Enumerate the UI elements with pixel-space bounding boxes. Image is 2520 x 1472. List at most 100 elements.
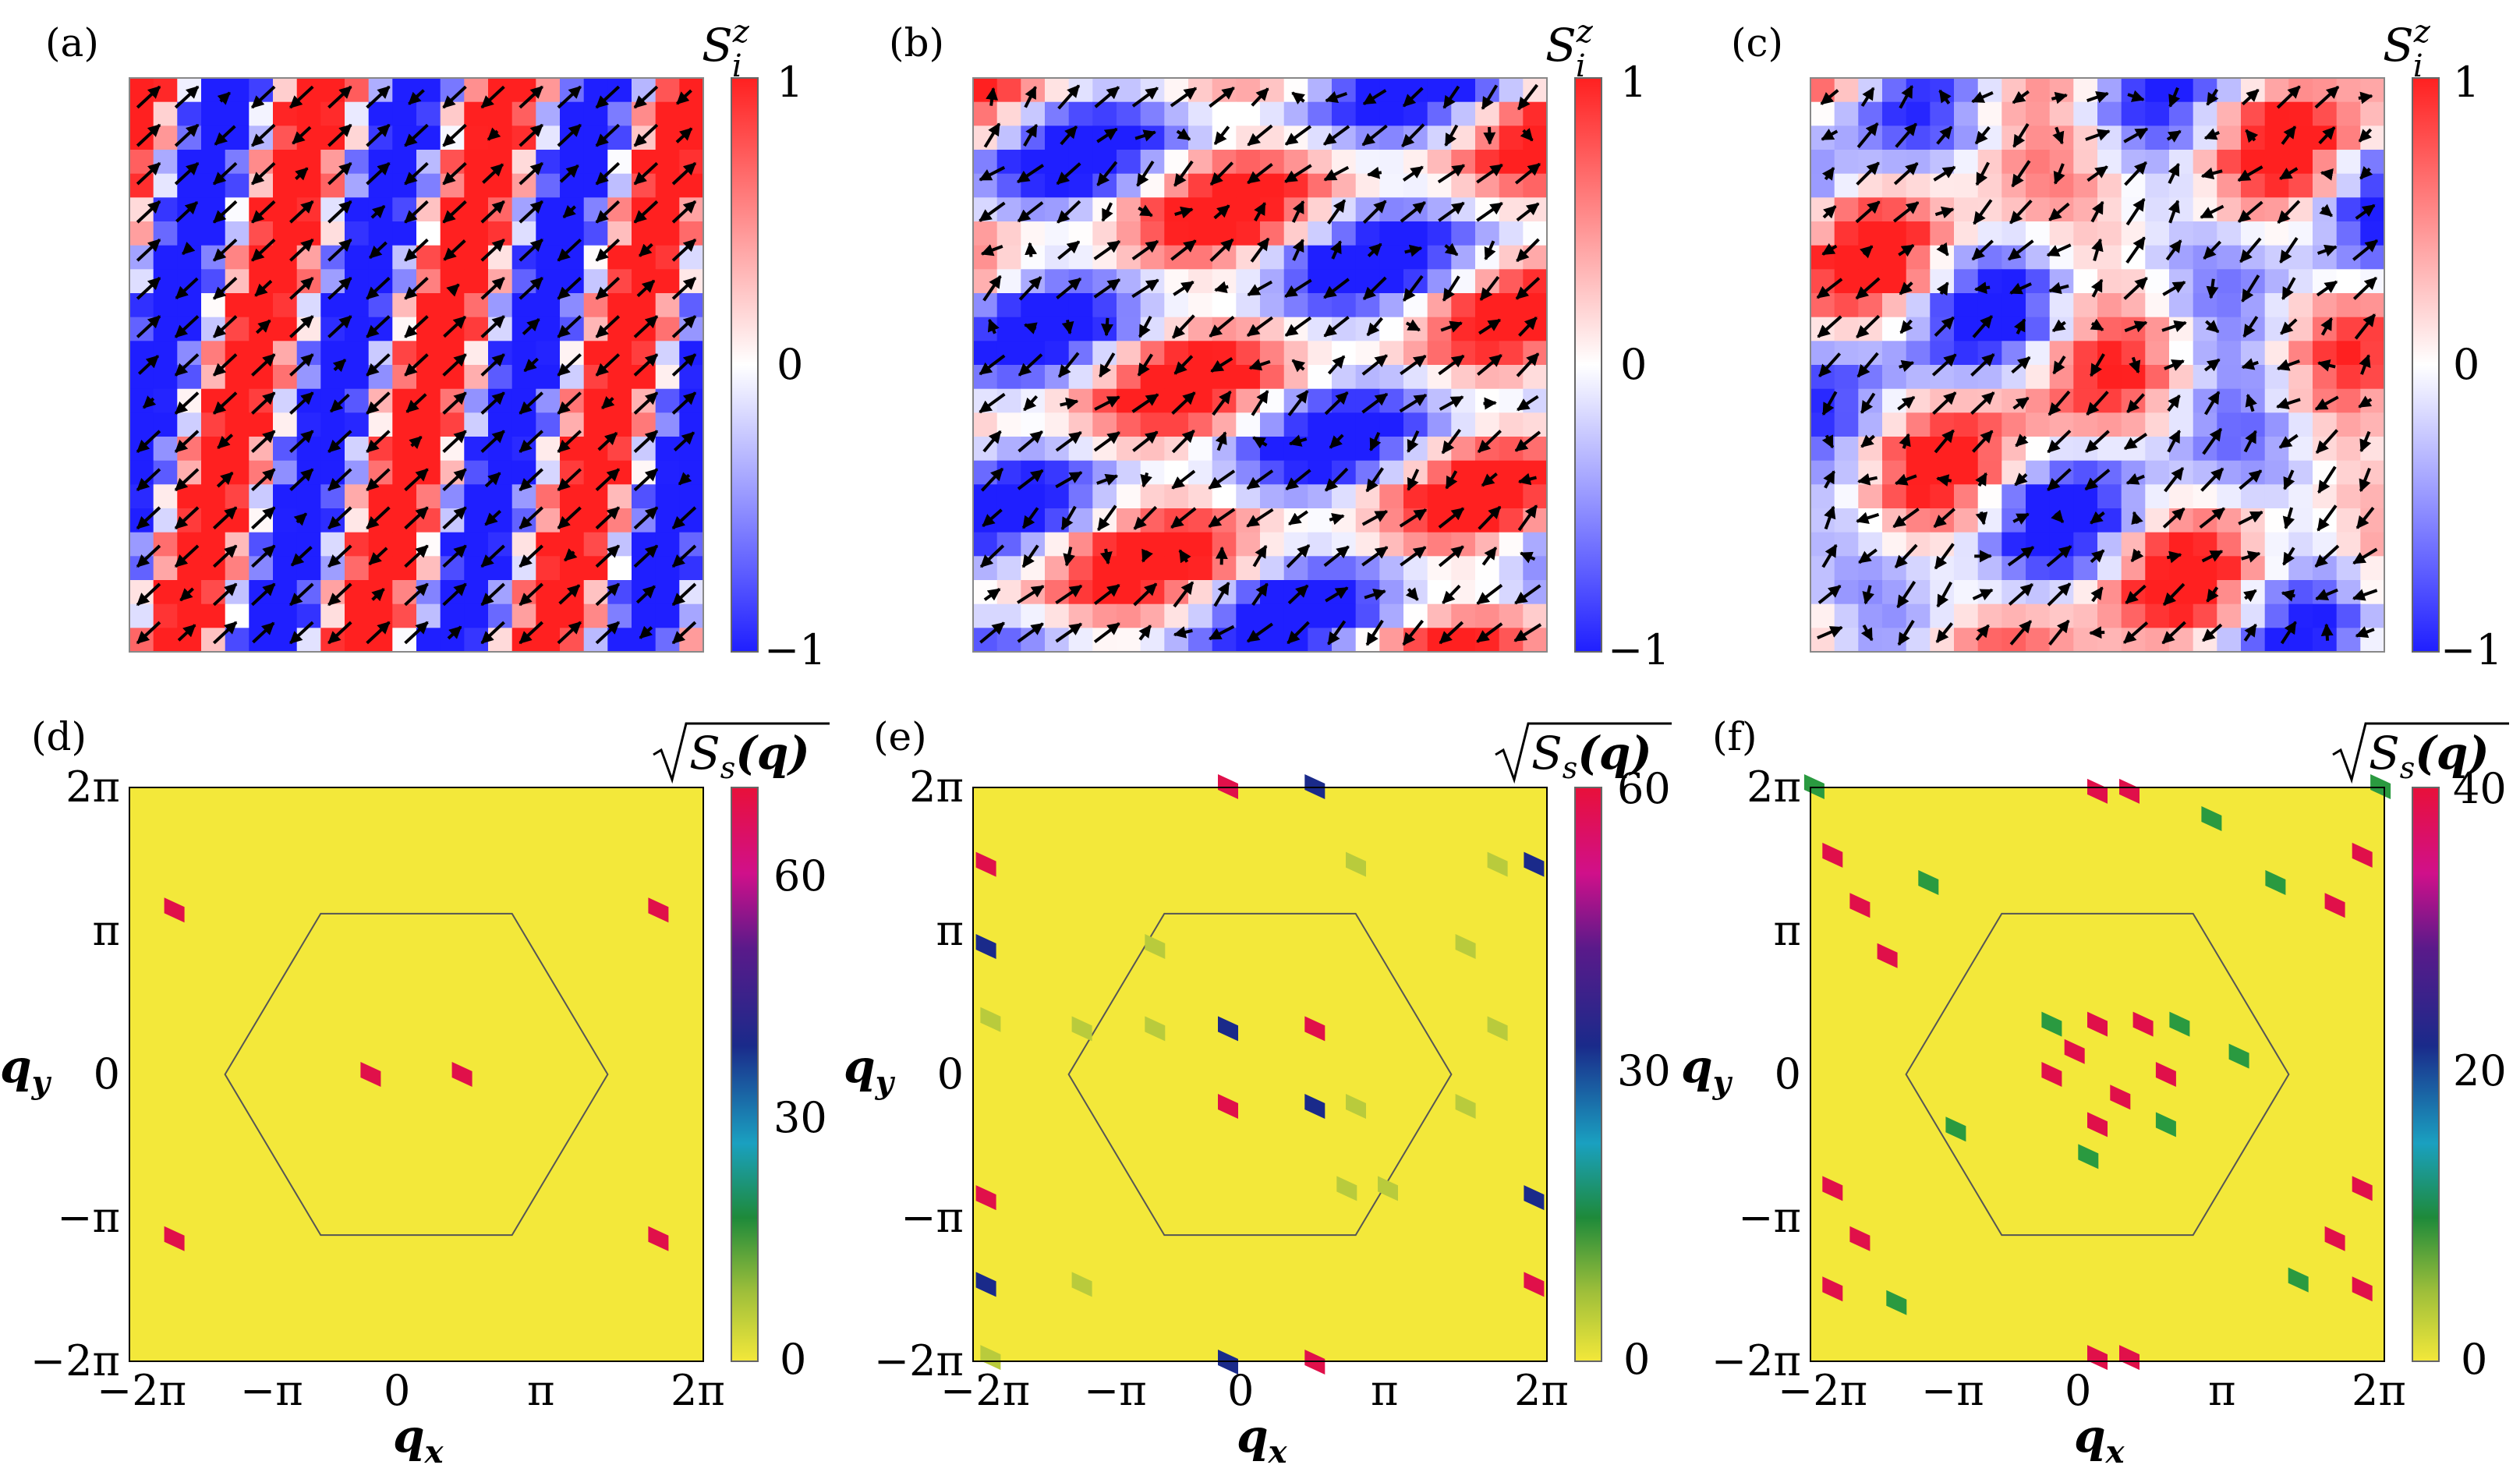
spin-cell bbox=[2026, 532, 2051, 557]
spin-cell bbox=[1451, 293, 1476, 318]
spin-arrow bbox=[1094, 86, 1120, 108]
spin-cell bbox=[1355, 78, 1380, 103]
spin-cell bbox=[249, 580, 274, 605]
spin-cell bbox=[1308, 341, 1333, 366]
spin-cell bbox=[2288, 628, 2313, 653]
spin-cell bbox=[2360, 341, 2385, 366]
spin-cell bbox=[1260, 173, 1285, 198]
spin-cell bbox=[1283, 412, 1308, 437]
spin-cell bbox=[1930, 78, 1955, 103]
spin-cell bbox=[2121, 580, 2146, 605]
spin-cell bbox=[2121, 388, 2146, 413]
colorbar bbox=[731, 77, 759, 653]
spin-cell bbox=[1117, 269, 1141, 294]
spin-arrow bbox=[1060, 125, 1078, 146]
spin-cell bbox=[296, 365, 321, 390]
spin-arrow bbox=[329, 393, 350, 413]
spin-cell bbox=[2073, 412, 2098, 437]
spin-cell bbox=[2097, 412, 2122, 437]
spin-arrow bbox=[1402, 274, 1424, 302]
spin-arrow bbox=[289, 621, 314, 645]
spin-arrow bbox=[519, 468, 543, 492]
spin-cell bbox=[583, 437, 608, 462]
spin-cell bbox=[632, 341, 657, 366]
x-axis-label: qx bbox=[393, 1410, 444, 1470]
spin-arrow bbox=[1483, 126, 1496, 145]
spin-arrow bbox=[214, 125, 236, 146]
spin-cell bbox=[1810, 484, 1835, 509]
spin-cell bbox=[996, 293, 1021, 318]
spin-cell bbox=[536, 556, 561, 581]
spin-cell bbox=[416, 484, 441, 509]
spin-cell bbox=[1117, 341, 1141, 366]
spin-arrow bbox=[369, 241, 388, 260]
spin-cell bbox=[416, 78, 441, 103]
spin-arrow bbox=[671, 277, 697, 300]
spin-arrow bbox=[251, 238, 276, 262]
spin-cell bbox=[655, 221, 680, 246]
spin-arrow bbox=[404, 506, 429, 530]
spin-cell bbox=[511, 269, 536, 294]
spin-cell bbox=[2217, 556, 2242, 581]
spin-arrow bbox=[212, 582, 238, 607]
spin-arrow bbox=[447, 625, 462, 640]
panel-label: (b) bbox=[889, 20, 944, 65]
spin-cell bbox=[536, 317, 561, 341]
spin-cell bbox=[225, 437, 250, 462]
spin-cell bbox=[2217, 78, 2242, 103]
spin-arrow bbox=[1402, 619, 1425, 646]
spin-cell bbox=[632, 245, 657, 270]
spin-cell bbox=[1523, 341, 1548, 366]
spin-cell bbox=[1810, 603, 1835, 628]
spin-cell bbox=[511, 221, 536, 246]
spin-cell bbox=[1212, 317, 1237, 341]
spin-cell bbox=[1882, 78, 1907, 103]
spin-arrow bbox=[519, 277, 543, 300]
spin-cell bbox=[655, 365, 680, 390]
spin-cell bbox=[177, 221, 202, 246]
spin-cell bbox=[632, 388, 657, 413]
spin-cell bbox=[511, 173, 536, 198]
spin-cell bbox=[2264, 341, 2289, 366]
spin-cell bbox=[1283, 78, 1308, 103]
spin-cell bbox=[1164, 365, 1189, 390]
spin-cell bbox=[225, 628, 250, 653]
spin-cell bbox=[2193, 460, 2217, 485]
spin-cell bbox=[679, 197, 704, 222]
panel-label: (d) bbox=[31, 714, 87, 759]
spin-arrow bbox=[1096, 127, 1118, 143]
spin-arrow bbox=[1407, 430, 1420, 453]
spin-arrow bbox=[595, 238, 621, 262]
spin-cell bbox=[1906, 221, 1931, 246]
spin-arrow bbox=[1514, 162, 1541, 185]
spin-cell bbox=[201, 245, 226, 270]
spin-arrow bbox=[522, 318, 540, 335]
spin-cell bbox=[2073, 437, 2098, 462]
spin-cell bbox=[440, 150, 465, 175]
spin-cell bbox=[655, 317, 680, 341]
spin-cell bbox=[1834, 508, 1859, 533]
spin-arrow bbox=[136, 238, 161, 262]
spin-arrow bbox=[519, 123, 543, 147]
spin-arrow bbox=[633, 391, 659, 415]
spin-arrow bbox=[446, 283, 460, 297]
spin-arrow bbox=[1173, 626, 1193, 639]
spin-cell bbox=[2001, 532, 2026, 557]
spin-arrow bbox=[251, 468, 276, 492]
spin-arrow bbox=[212, 161, 238, 186]
y-tick-label: 2π bbox=[1747, 763, 1801, 812]
spin-cell bbox=[464, 221, 489, 246]
spin-arrow bbox=[1292, 239, 1304, 261]
spin-cell bbox=[2336, 628, 2361, 653]
spin-cell bbox=[2026, 508, 2051, 533]
spin-cell bbox=[1283, 173, 1308, 198]
spin-arrow bbox=[1399, 393, 1428, 413]
spin-cell bbox=[996, 78, 1021, 103]
spin-cell bbox=[1523, 293, 1548, 318]
spin-cell bbox=[2313, 173, 2338, 198]
spin-cell bbox=[1451, 484, 1476, 509]
spin-cell bbox=[1332, 508, 1357, 533]
spin-cell bbox=[1355, 126, 1380, 150]
spin-cell bbox=[1260, 269, 1285, 294]
spin-arrow bbox=[982, 508, 1003, 528]
